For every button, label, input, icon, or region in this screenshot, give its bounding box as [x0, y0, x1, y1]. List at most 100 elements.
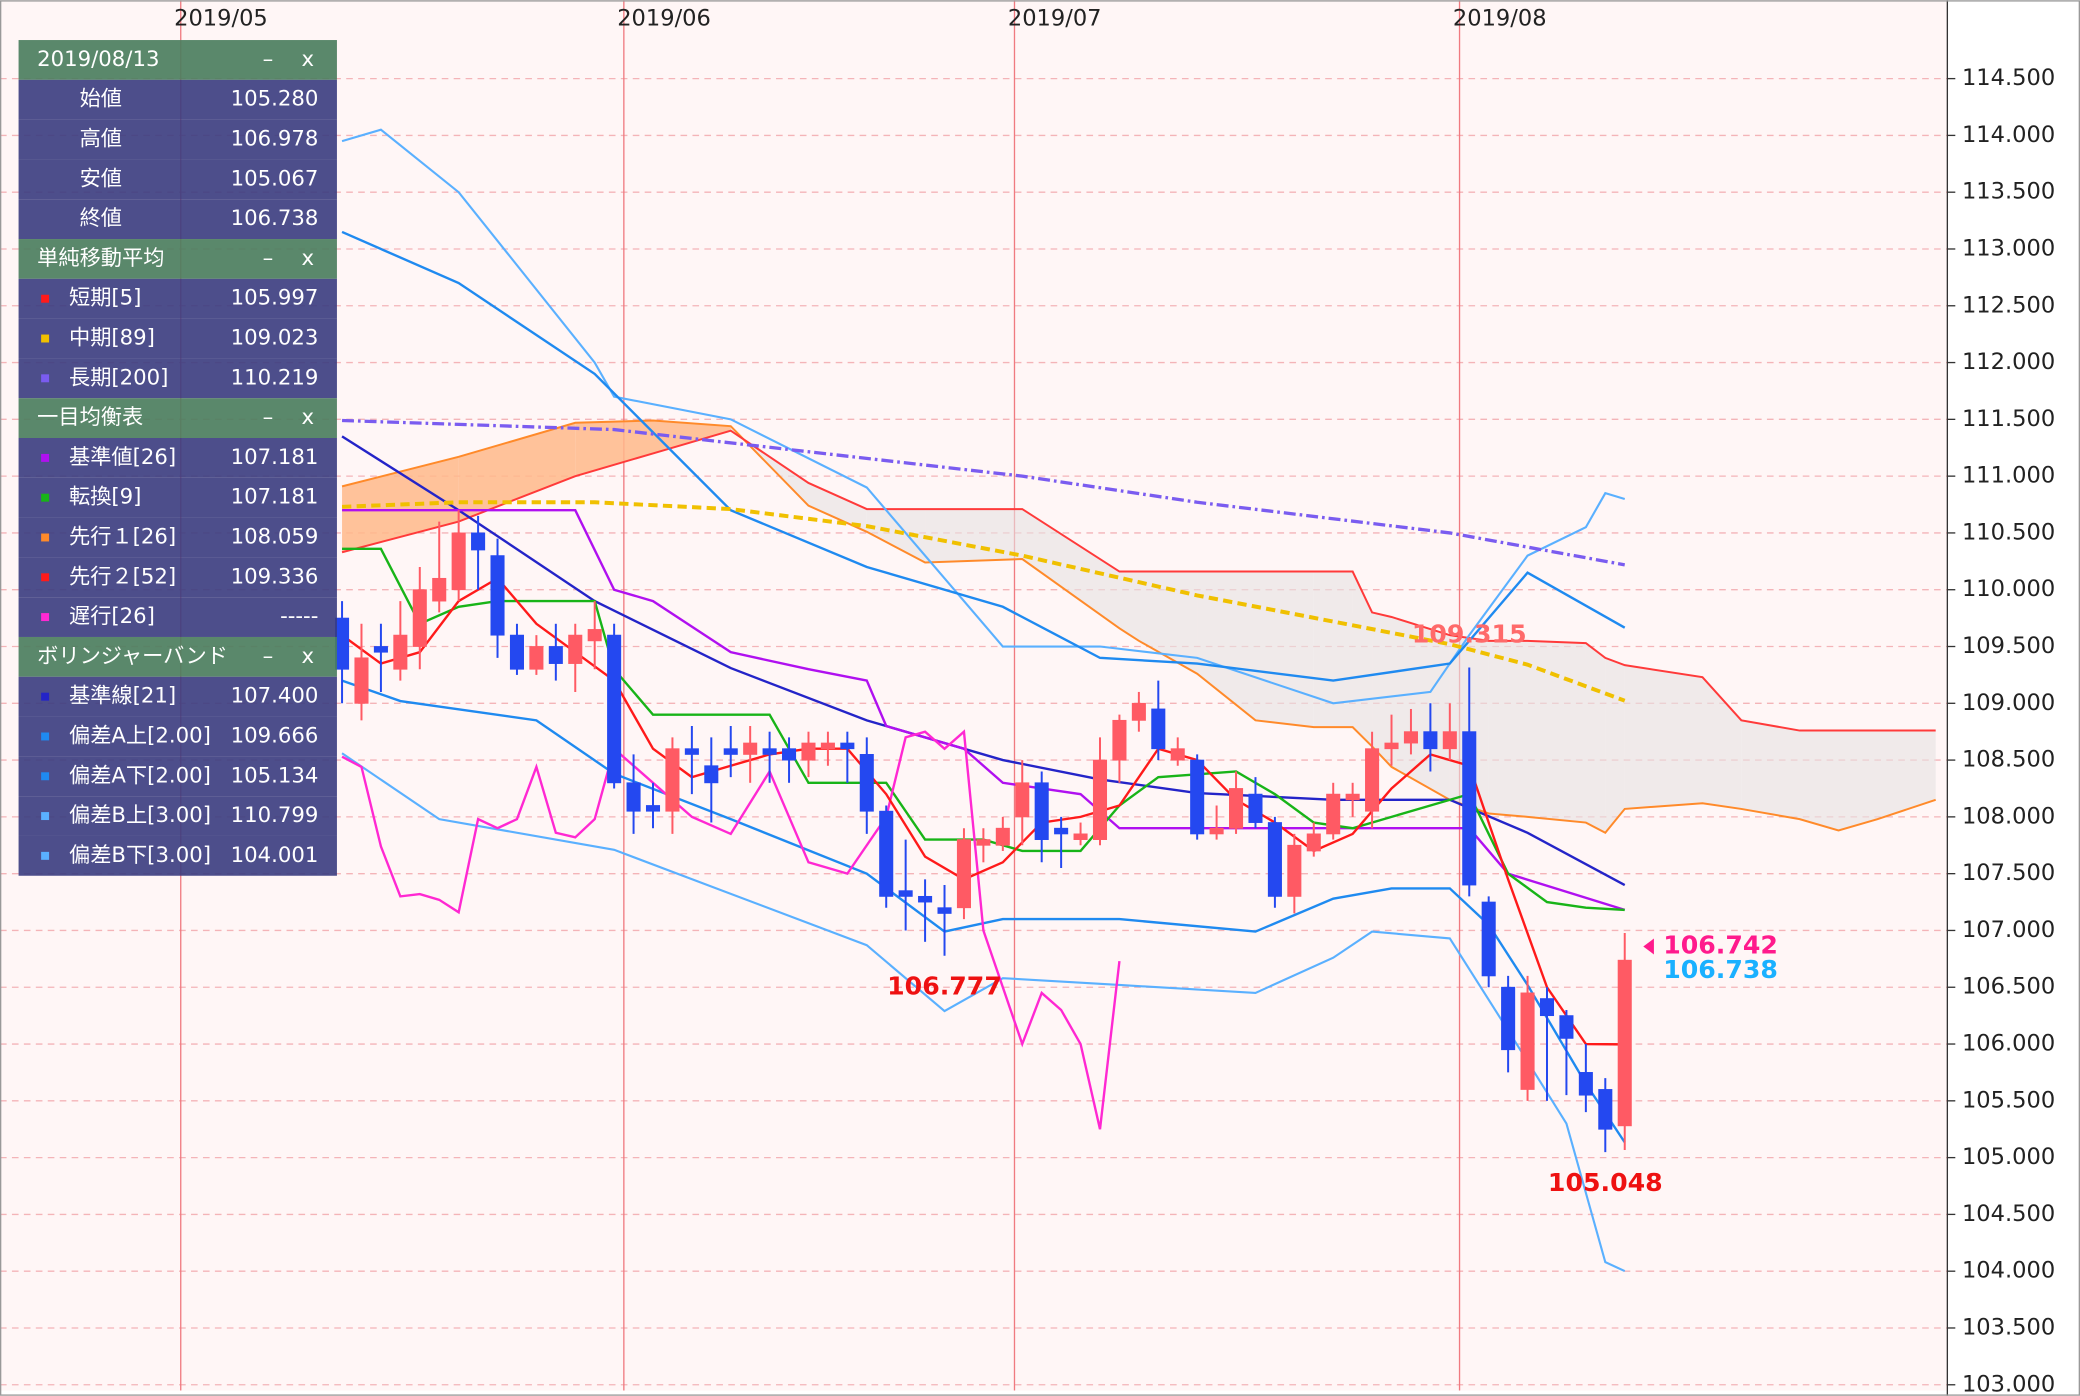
panel-label: 遅行[26] — [69, 604, 155, 629]
y-tick-label: 108.000 — [1962, 803, 2055, 829]
y-tick-label: 114.500 — [1962, 65, 2055, 91]
candle-body — [1054, 827, 1069, 835]
info-panel: 2019/08/13 – x 始値 105.280 高値 106.978 安値 105.067 終… — [18, 40, 337, 876]
candle-body — [918, 895, 933, 903]
candle-body — [898, 890, 913, 897]
panel-value: 105.997 — [231, 286, 319, 311]
panel-value: 109.023 — [231, 326, 319, 351]
y-tick-label: 106.500 — [1962, 974, 2055, 1000]
candle-body — [684, 748, 699, 755]
panel-value: 105.134 — [231, 763, 319, 788]
panel-label: 基準線[21] — [69, 684, 176, 709]
indicator-line — [341, 418, 1626, 567]
candle-body — [1442, 731, 1457, 750]
cloud-fill — [1527, 640, 1586, 823]
candle-body — [1501, 986, 1516, 1051]
close-button[interactable]: x — [301, 246, 314, 271]
cloud-fill — [1255, 571, 1314, 728]
candle-body — [1345, 793, 1360, 801]
panel-value: 106.738 — [231, 206, 319, 231]
panel-row — [18, 835, 337, 876]
candle-body — [645, 805, 661, 812]
y-tick-label: 113.500 — [1962, 179, 2055, 205]
minimize-button[interactable]: – — [263, 405, 274, 430]
panel-row — [18, 199, 337, 240]
legend-swatch — [41, 692, 50, 701]
candle-body — [1598, 1089, 1613, 1130]
candle-body — [782, 748, 797, 761]
indicator-line — [341, 679, 1626, 1144]
close-button[interactable]: x — [301, 47, 314, 72]
close-button[interactable]: x — [301, 405, 314, 430]
candle-body — [1559, 1015, 1574, 1039]
candle-body — [1462, 731, 1477, 886]
cloud-fill — [1119, 571, 1139, 641]
indicator-line — [341, 128, 1626, 705]
panel-row — [18, 597, 337, 637]
panel-label: 転換[9] — [69, 485, 141, 510]
y-tick-label: 104.000 — [1962, 1258, 2055, 1284]
x-tick-label: 2019/05 — [174, 5, 268, 31]
candle-body — [607, 634, 622, 784]
legend-swatch — [41, 374, 50, 383]
panel-title: 2019/08/13 — [37, 47, 159, 72]
candle-body — [956, 839, 971, 909]
panel-row — [18, 119, 337, 160]
candle-body — [976, 839, 991, 846]
cloud-fill — [1197, 571, 1256, 721]
candle-body — [587, 629, 602, 642]
panel-header — [18, 40, 337, 80]
candle-body — [626, 782, 641, 812]
cloud-fill — [808, 482, 867, 532]
legend-swatch — [41, 772, 50, 781]
candle-body — [1015, 782, 1030, 818]
candle-body — [840, 742, 855, 750]
y-tick-label: 110.500 — [1962, 519, 2055, 545]
candle-body — [529, 646, 544, 670]
panel-title: 単純移動平均 — [37, 246, 164, 271]
y-tick-label: 105.000 — [1962, 1144, 2055, 1170]
minimize-button[interactable]: – — [263, 644, 274, 669]
indicator-line — [341, 729, 1121, 1130]
annotation: 109.315 — [1412, 620, 1527, 649]
panel-row — [18, 676, 337, 717]
cloud-fill — [1585, 643, 1606, 833]
candle-body — [1034, 782, 1049, 840]
panel-label: 終値 — [80, 206, 122, 231]
panel-label: 偏差A上[2.00] — [69, 723, 211, 748]
minimize-button[interactable]: – — [263, 47, 274, 72]
panel-label: 高値 — [80, 127, 122, 152]
panel-row — [18, 716, 337, 757]
candle-body — [432, 577, 447, 602]
legend-swatch — [41, 732, 50, 741]
close-button[interactable]: x — [301, 644, 314, 669]
candle-body — [1092, 759, 1108, 840]
y-tick-label: 103.500 — [1962, 1314, 2055, 1340]
y-tick-label: 109.500 — [1962, 633, 2055, 659]
cloud-fill — [1372, 612, 1392, 767]
panel-value: 108.059 — [231, 524, 319, 549]
y-tick-label: 113.000 — [1962, 235, 2055, 261]
panel-label: 安値 — [80, 166, 122, 191]
annotation: 105.048 — [1548, 1168, 1663, 1197]
candle-body — [568, 634, 583, 664]
cloud-fill — [1352, 571, 1373, 747]
minimize-button[interactable]: – — [263, 246, 274, 271]
panel-value: 109.666 — [231, 723, 319, 748]
candle-body — [451, 532, 466, 591]
panel-row — [18, 517, 337, 558]
candle-body — [665, 748, 680, 812]
candle-body — [1112, 719, 1127, 761]
y-tick-label: 108.500 — [1962, 747, 2055, 773]
candle-body — [1267, 822, 1282, 897]
candle-body — [1326, 793, 1341, 835]
candle-body — [373, 646, 388, 653]
legend-swatch — [41, 334, 50, 343]
cloud-fill — [1391, 616, 1450, 800]
panel-label: 短期[5] — [69, 286, 141, 311]
panel-value: 107.181 — [231, 485, 319, 510]
panel-row — [18, 796, 337, 836]
cloud-fill — [1624, 665, 1703, 809]
candle-body — [509, 634, 524, 670]
